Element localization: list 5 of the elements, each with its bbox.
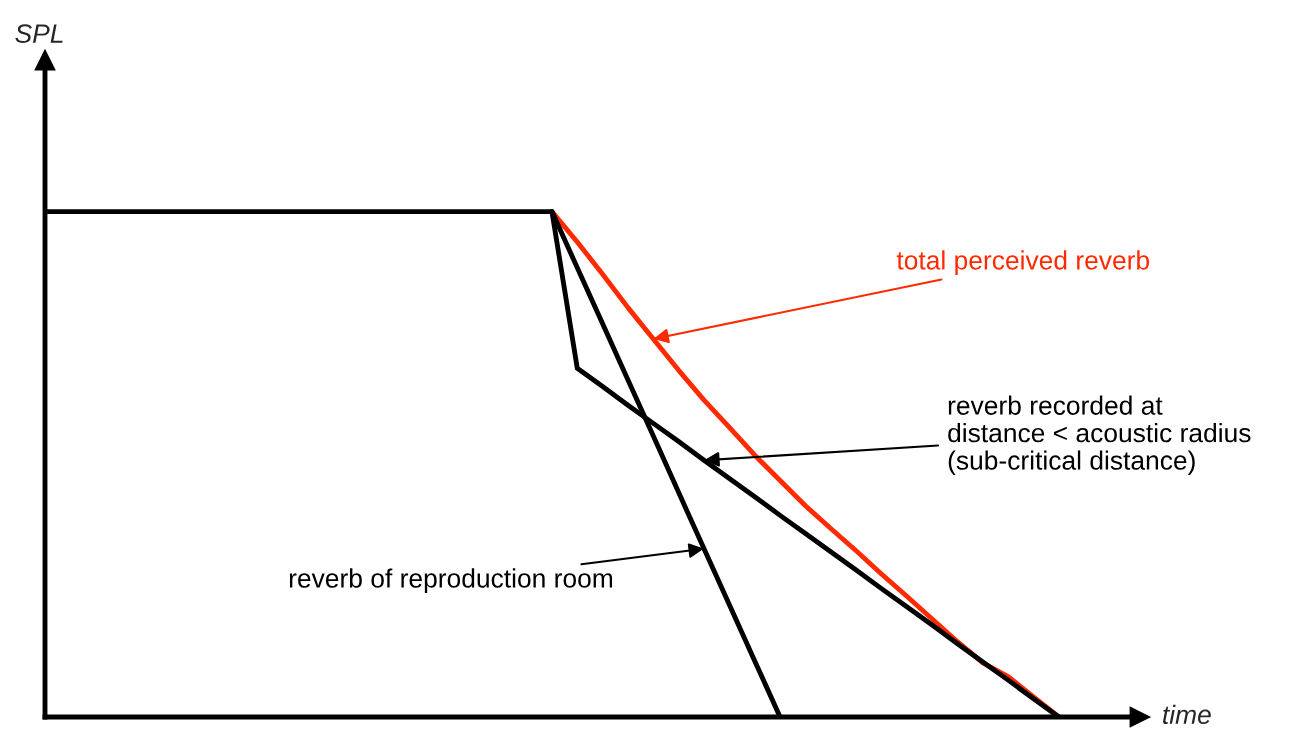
annotation: reverb of reproduction room (289, 568, 613, 593)
annotation: reverb recorded at distance < acoustic radius (sub-critical distance) (948, 395, 1251, 476)
x-axis-title: time (1163, 704, 1211, 725)
text: SPL (15, 24, 63, 43)
annotation: total perceived reverb (896, 250, 1150, 275)
